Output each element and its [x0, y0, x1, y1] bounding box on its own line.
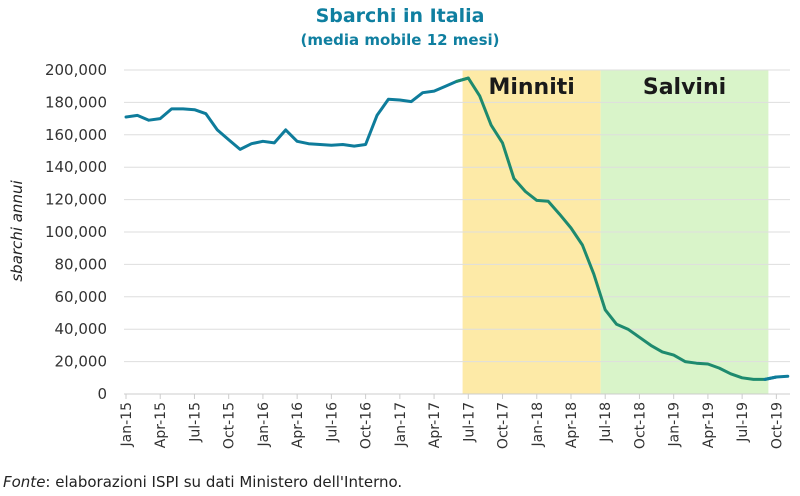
x-tick-label: Oct-15: [222, 402, 238, 449]
x-tick-label: Oct-17: [496, 402, 512, 449]
source-note: Fonte: elaborazioni ISPI su dati Ministe…: [3, 473, 402, 491]
x-tick-label: Oct-19: [769, 402, 785, 449]
x-tick-label: Jan-17: [393, 402, 409, 447]
y-tick-label: 40,000: [55, 320, 108, 338]
x-tick-label: Apr-18: [564, 402, 580, 448]
y-axis-ticks: 0 20,000 40,000 60,000 80,000 100,000 120,000 1…: [45, 61, 107, 403]
chart-subtitle: (media mobile 12 mesi): [300, 31, 500, 49]
series-line-bands: [455, 76, 778, 381]
x-tick-label: Jan-16: [256, 402, 272, 448]
x-tick-label: Apr-19: [701, 402, 717, 448]
x-tick-label: Jul-17: [461, 402, 477, 443]
x-tick-label: Apr-17: [427, 402, 443, 448]
source-text: : elaborazioni ISPI su dati Ministero de…: [45, 473, 403, 491]
x-tick-label: Apr-15: [153, 402, 169, 448]
x-axis-ticks: Jan-15 Apr-15 Jul-15 Oct-15 Jan-16 Apr-16 Jul-…: [119, 394, 785, 449]
y-tick-label: 200,000: [45, 61, 107, 79]
x-tick-label: Oct-16: [359, 402, 375, 449]
x-tick-label: Apr-16: [290, 402, 306, 448]
series-lines: [124, 76, 790, 381]
source-prefix: Fonte: [3, 473, 46, 491]
gridlines: [124, 69, 790, 395]
x-tick-label: Oct-18: [632, 402, 648, 449]
chart-title: Sbarchi in Italia: [315, 5, 485, 27]
series-line-before: [124, 76, 470, 151]
y-tick-label: 180,000: [45, 93, 107, 111]
band-label-minniti: Minniti: [488, 75, 574, 100]
y-tick-label: 100,000: [45, 223, 107, 241]
y-tick-label: 140,000: [45, 158, 107, 176]
y-tick-label: 160,000: [45, 126, 107, 144]
x-tick-label: Jan-15: [119, 402, 135, 447]
x-tick-label: Jan-18: [530, 402, 546, 447]
x-tick-label: Jan-19: [667, 402, 683, 447]
x-tick-label: Jul-19: [735, 402, 751, 443]
x-tick-label: Jul-18: [598, 402, 614, 443]
y-tick-label: 60,000: [55, 288, 108, 306]
x-tick-label: Jul-15: [187, 402, 203, 443]
y-tick-label: 0: [97, 385, 107, 403]
y-tick-label: 120,000: [45, 191, 107, 209]
series-line-after: [763, 374, 790, 381]
y-tick-label: 80,000: [55, 255, 108, 273]
band-labels: Minniti Salvini: [488, 75, 726, 100]
y-tick-label: 20,000: [55, 353, 108, 371]
x-tick-label: Jul-16: [324, 402, 340, 443]
band-label-salvini: Salvini: [643, 75, 726, 100]
